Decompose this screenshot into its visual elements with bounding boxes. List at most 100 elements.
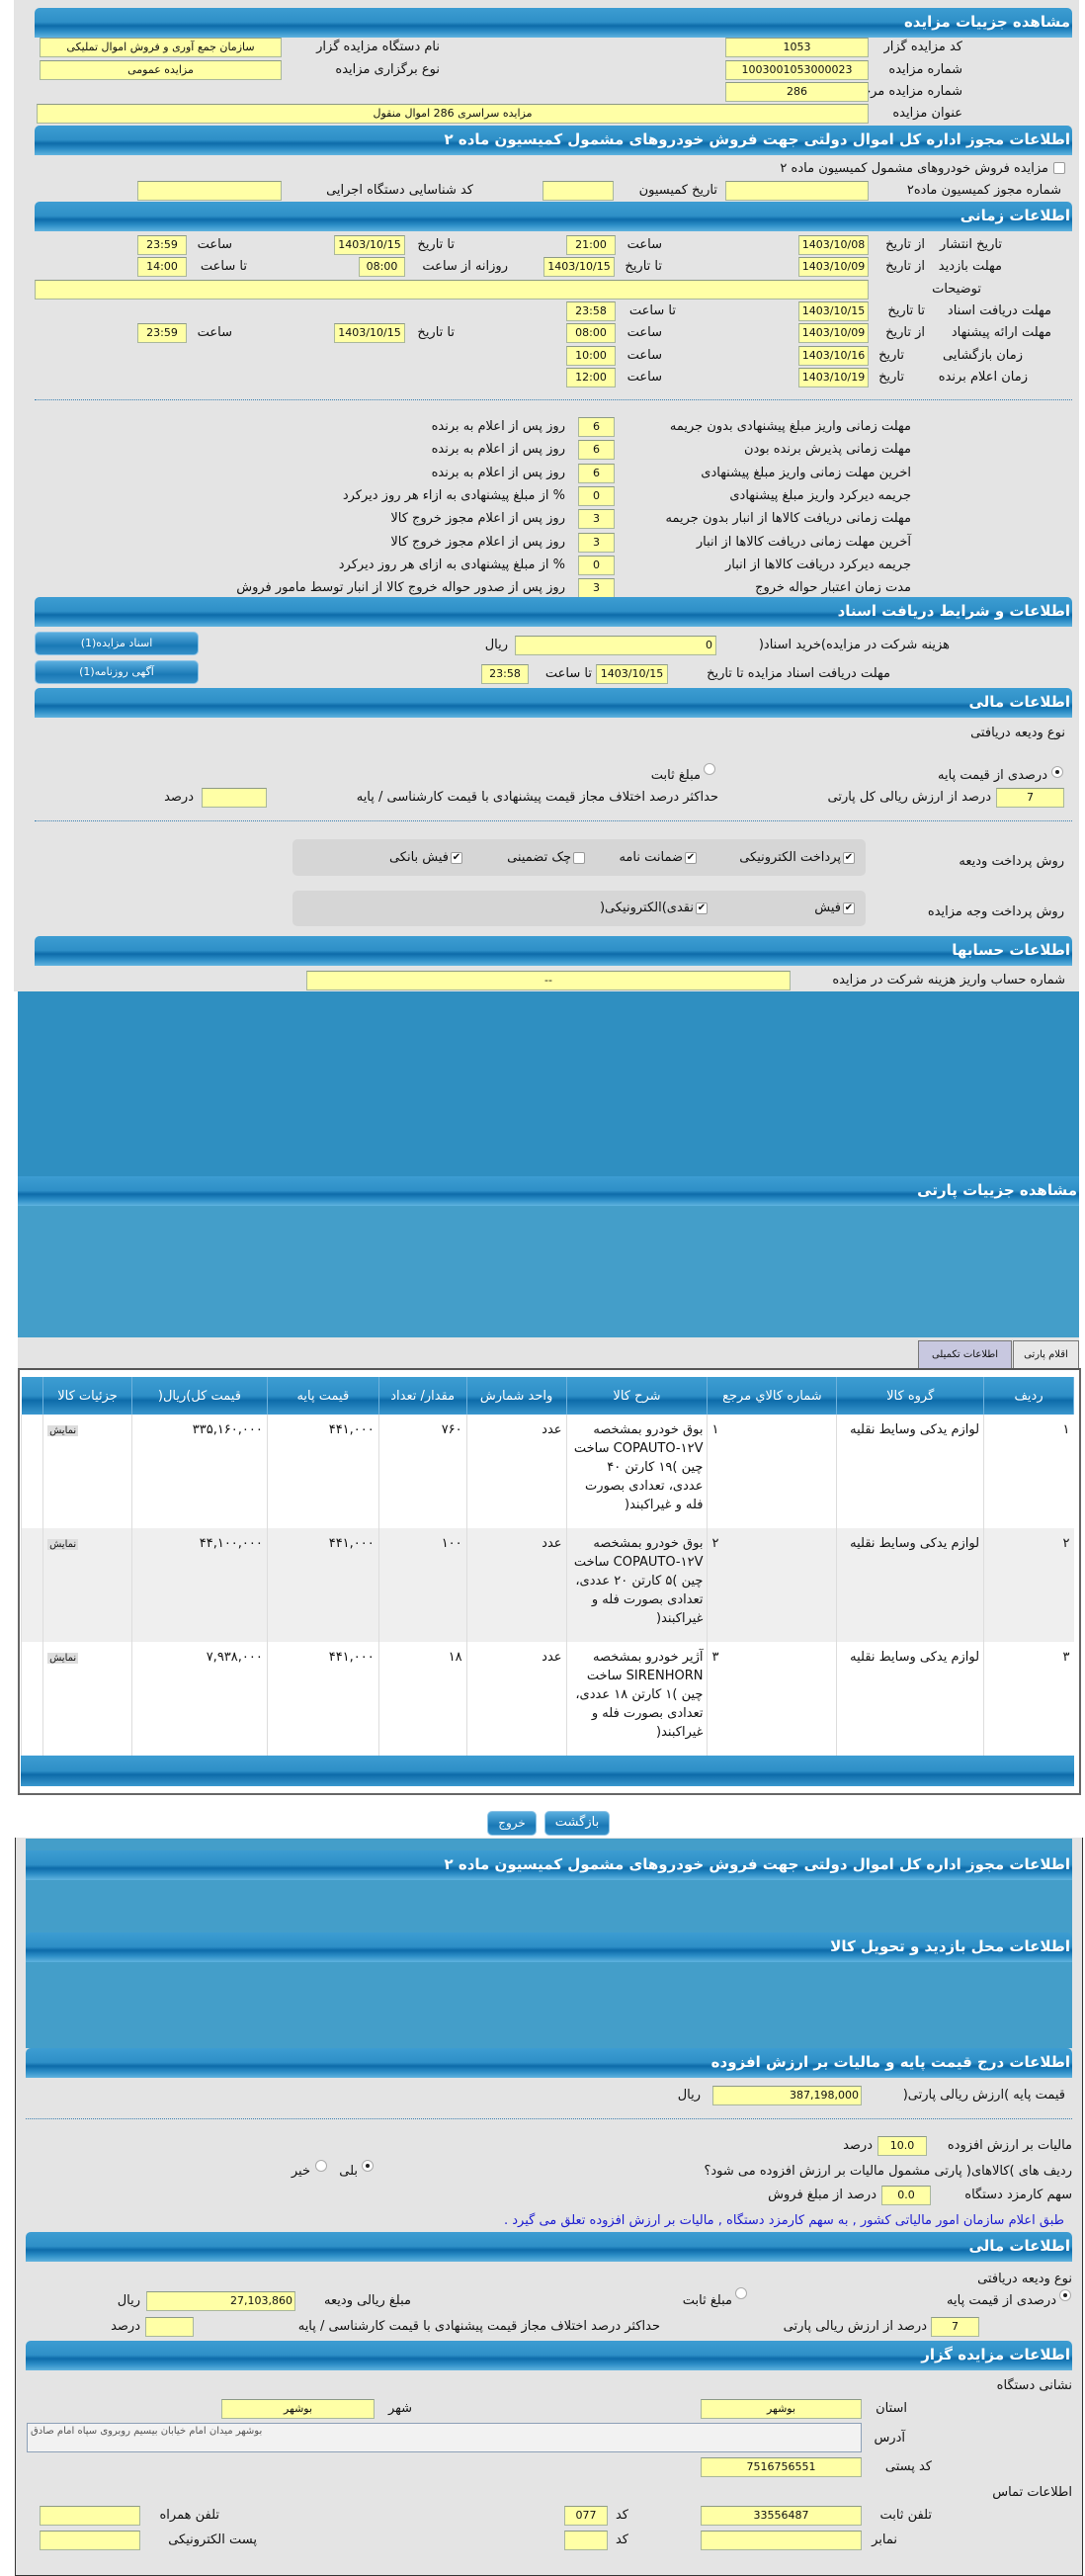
auction-documents-button[interactable]: اسناد مزایده(1) <box>35 632 199 655</box>
tab-additional-info[interactable]: اطلاعات تکمیلی <box>918 1340 1012 1369</box>
deadline-value-field: 0 <box>578 555 615 575</box>
email-field <box>40 2531 140 2550</box>
label-address-head: نشانی دستگاه <box>996 2378 1072 2393</box>
checkbox-3[interactable]: ✔ <box>451 852 462 864</box>
cell-blank <box>20 1415 43 1528</box>
checkbox-0[interactable]: ✔ <box>843 852 855 864</box>
cell-desc: بوق خودرو بمشخصه COPAUTO-۱۲V ساخت چین )۵… <box>565 1528 708 1642</box>
winner-date: 1403/10/19 <box>798 368 869 387</box>
description-field <box>35 280 869 300</box>
radio-fixed-amount[interactable] <box>735 2287 747 2299</box>
deposit-percent-field: 7 <box>996 788 1064 808</box>
show-details-link[interactable]: نمایش <box>47 1425 79 1436</box>
org-code-field: 1053 <box>725 38 869 57</box>
cell-qty: ۷۶۰ <box>377 1415 467 1528</box>
section-header-organizer: اطلاعات مزایده گزار <box>26 2341 1072 2370</box>
cell-blank <box>20 1642 43 1756</box>
offer-from-date: 1403/10/09 <box>798 323 869 343</box>
show-details-link[interactable]: نمایش <box>47 1539 79 1550</box>
deadline-suffix: روز پس از اعلام مجوز خروج کالا <box>390 534 565 550</box>
mobile-field <box>40 2506 140 2526</box>
deadline-label: آخرین مهلت زمانی دریافت کالاها از انبار <box>696 534 911 550</box>
label-percent: درصد <box>111 2319 140 2334</box>
label-participation-fee: هزینه شرکت در مزایده)خرید اسناد( <box>758 638 950 652</box>
label-yes: بلی <box>339 2164 358 2179</box>
checkbox-label: چک تضمینی <box>507 850 571 865</box>
deposit-amount-field: 27,103,860 <box>146 2291 295 2311</box>
label-percent-of-base: درصدی از قیمت پایه <box>947 2293 1056 2308</box>
phone-field: 33556487 <box>701 2506 862 2526</box>
deadline-label: اخرین مهلت زمانی واریز مبلغ پیشنهادی <box>701 465 911 480</box>
column-header-blank <box>21 1377 44 1415</box>
checkbox-1[interactable]: ✔ <box>696 902 708 914</box>
section-header-accounts: اطلاعات حسابها <box>35 936 1072 966</box>
radio-percent-of-base[interactable] <box>1059 2289 1071 2301</box>
radio-fixed-amount[interactable] <box>704 763 715 775</box>
label-auction-number: شماره مزایده <box>888 62 962 77</box>
show-details-link[interactable]: نمایش <box>47 1653 79 1664</box>
back-button[interactable]: بازگشت <box>544 1811 610 1836</box>
cell-base: ۴۴۱,۰۰۰ <box>266 1528 379 1642</box>
label-commission-date: تاریخ کمیسیون <box>638 183 717 198</box>
article2-checkbox[interactable] <box>1053 162 1065 174</box>
tab-party-items[interactable]: اقلام پارتی <box>1013 1340 1079 1369</box>
label-publish: تاریخ انتشار <box>940 237 1002 252</box>
newspaper-ad-button[interactable]: آگهی روزنامه(1) <box>35 660 199 684</box>
checkbox-1[interactable]: ✔ <box>685 852 697 864</box>
label-vat-question: ردیف های )کالاهای( پارتی مشمول مالیات بر… <box>704 2164 1072 2179</box>
label-code: کد <box>615 2533 628 2547</box>
radio-percent-of-base[interactable] <box>1051 766 1063 778</box>
participation-fee-field: 0 <box>515 636 716 655</box>
deadline-value-field: 3 <box>578 532 615 553</box>
label-exec-code: کد شناسایی دستگاه اجرایی <box>326 183 473 198</box>
deadline-label: مهلت زمانی واریز مبلغ پیشنهادی بدون جریم… <box>669 419 911 434</box>
deadline-label: مدت زمان اعتبار حواله خروج <box>755 580 911 596</box>
cell-row: ۳ <box>983 1642 1074 1756</box>
radio-vat-yes[interactable] <box>362 2160 374 2172</box>
table-row: ۲ لوازم یدکی وسایط نقلیه ۲ بوق خودرو بمشخصه… <box>20 1528 1074 1642</box>
column-header: مقدار/ تعداد <box>378 1377 467 1415</box>
max-diff-field <box>202 788 267 808</box>
visit-to-date: 1403/10/15 <box>543 257 615 277</box>
exit-button[interactable]: خروج <box>487 1811 537 1836</box>
offer-to-date: 1403/10/15 <box>334 323 405 343</box>
deadline-value-field: 6 <box>578 440 615 461</box>
label-contact-head: اطلاعات تماس <box>992 2485 1072 2500</box>
label-auction-type: نوع برگزاری مزایده <box>335 62 440 77</box>
section-header-finance-2: اطلاعات مالی <box>26 2232 1072 2262</box>
label-fixed-amount: مبلغ ثابت <box>650 768 701 783</box>
label-to-date: تا تاریخ <box>625 259 662 274</box>
label-rial: ریال <box>117 2293 140 2308</box>
account-field: -- <box>306 971 791 990</box>
vat-field: 10.0 <box>877 2136 927 2156</box>
checkbox-label: فیش بانکی <box>388 850 449 865</box>
deposit-percent-field: 7 <box>931 2317 979 2337</box>
exec-code-field <box>137 181 282 201</box>
opening-date: 1403/10/16 <box>798 346 869 366</box>
address-field: بوشهر میدان امام خیابان بیسیم روبروی سپا… <box>27 2423 862 2452</box>
checkbox-label: فیش <box>814 901 841 915</box>
column-header: گروه کالا <box>836 1377 985 1415</box>
label-to-date: تا تاریخ <box>417 237 455 252</box>
label-date: تاریخ <box>878 348 904 363</box>
cell-group: لوازم یدکی وسایط نقلیه <box>836 1528 984 1642</box>
label-to-hour: تا ساعت <box>200 259 247 274</box>
divider <box>35 399 1072 400</box>
checkbox-0[interactable]: ✔ <box>843 902 855 914</box>
party-blue-block <box>18 991 1079 1337</box>
label-visit: مهلت بازدید <box>938 259 1002 274</box>
section-header-permit: اطلاعات مجوز اداره کل اموال دولتی جهت فر… <box>35 126 1072 155</box>
label-to-hour: تا ساعت <box>628 303 676 318</box>
label-vat: مالیات بر ارزش افزوده <box>947 2138 1072 2153</box>
checkbox-2[interactable] <box>573 852 585 864</box>
radio-vat-no[interactable] <box>315 2160 327 2172</box>
cell-total: ۳۳۵,۱۶۰,۰۰۰ <box>130 1415 268 1528</box>
auction-details-panel <box>14 0 1079 991</box>
column-header: جزئیات کالا <box>42 1377 132 1415</box>
label-base-price: قیمت پایه )ارزش ریالی پارتی( <box>902 2088 1065 2103</box>
label-daily-from: روزانه از ساعت <box>422 259 508 274</box>
label-hour: ساعت <box>197 325 232 340</box>
deadline-value-field: 6 <box>578 417 615 437</box>
cell-group: لوازم یدکی وسایط نقلیه <box>836 1415 984 1528</box>
offer-from-time: 08:00 <box>566 323 616 343</box>
